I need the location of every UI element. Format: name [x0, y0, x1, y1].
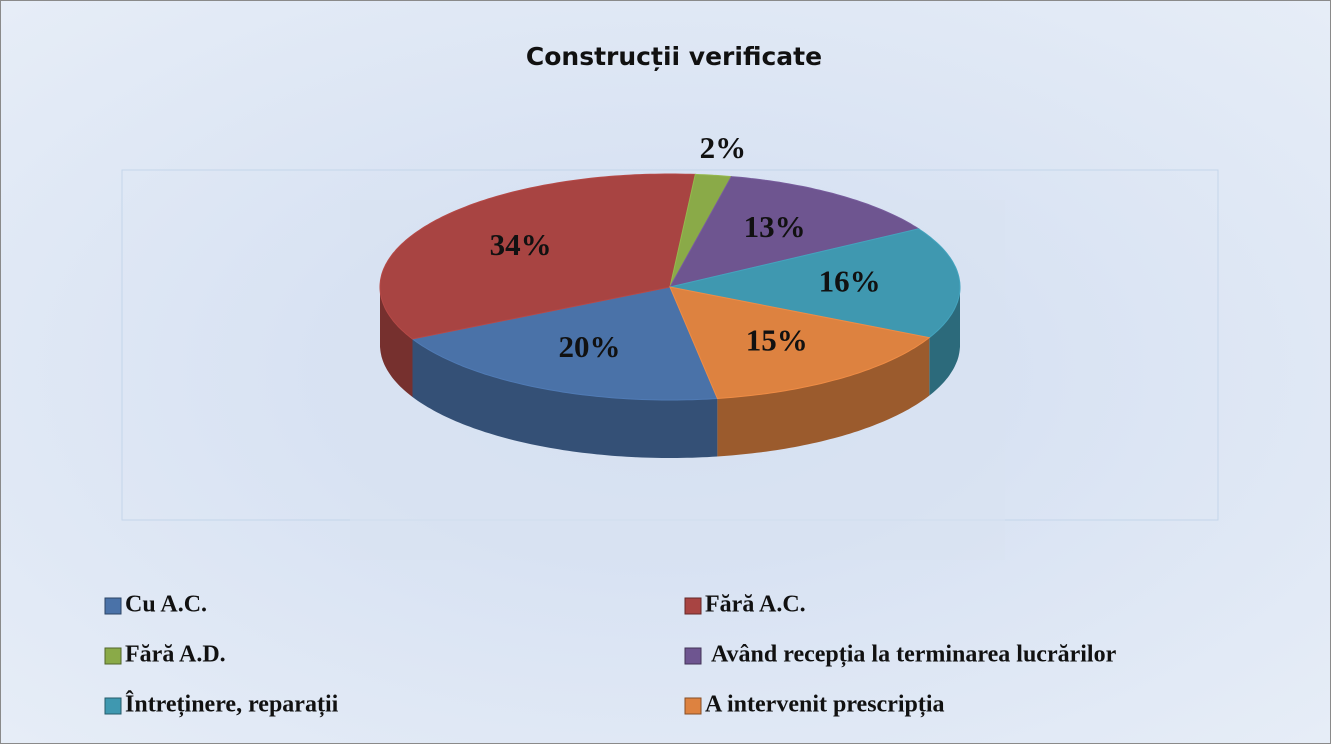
slice-side [412, 339, 718, 458]
slice [669, 176, 920, 288]
pie: 20% 34% 2% 13% 16% 15% [379, 130, 961, 458]
slice-side [717, 337, 930, 457]
legend-swatch [684, 647, 702, 665]
slice-side [929, 287, 960, 396]
data-label: 13% [744, 209, 806, 244]
slice [669, 286, 931, 400]
chart-title: Construcții verificate [526, 42, 822, 71]
legend-swatch [684, 697, 702, 715]
legend-swatch [104, 597, 122, 615]
legend-swatch [684, 597, 702, 615]
slice [411, 286, 719, 401]
data-label: 2% [700, 130, 747, 165]
legend-swatch [104, 697, 122, 715]
data-label: 16% [819, 263, 881, 298]
data-label: 34% [490, 227, 552, 262]
legend-label: Întreținere, reparații [125, 691, 339, 718]
slice [379, 173, 696, 340]
legend-swatch [104, 647, 122, 665]
data-label: 15% [746, 323, 808, 358]
legend-label: A intervenit prescripția [705, 692, 945, 718]
legend-label: Cu A.C. [125, 592, 207, 618]
legend-label: Având recepția la terminarea lucrărilor [711, 642, 1117, 668]
data-label: 20% [558, 329, 620, 364]
legend-label: Fără A.C. [705, 592, 806, 618]
legend: Cu A.C. Fără A.C. Fără A.D. Având recepția … [104, 592, 1117, 718]
slice-side [380, 287, 413, 397]
legend-label: Fără A.D. [125, 642, 226, 668]
slice [669, 228, 961, 339]
